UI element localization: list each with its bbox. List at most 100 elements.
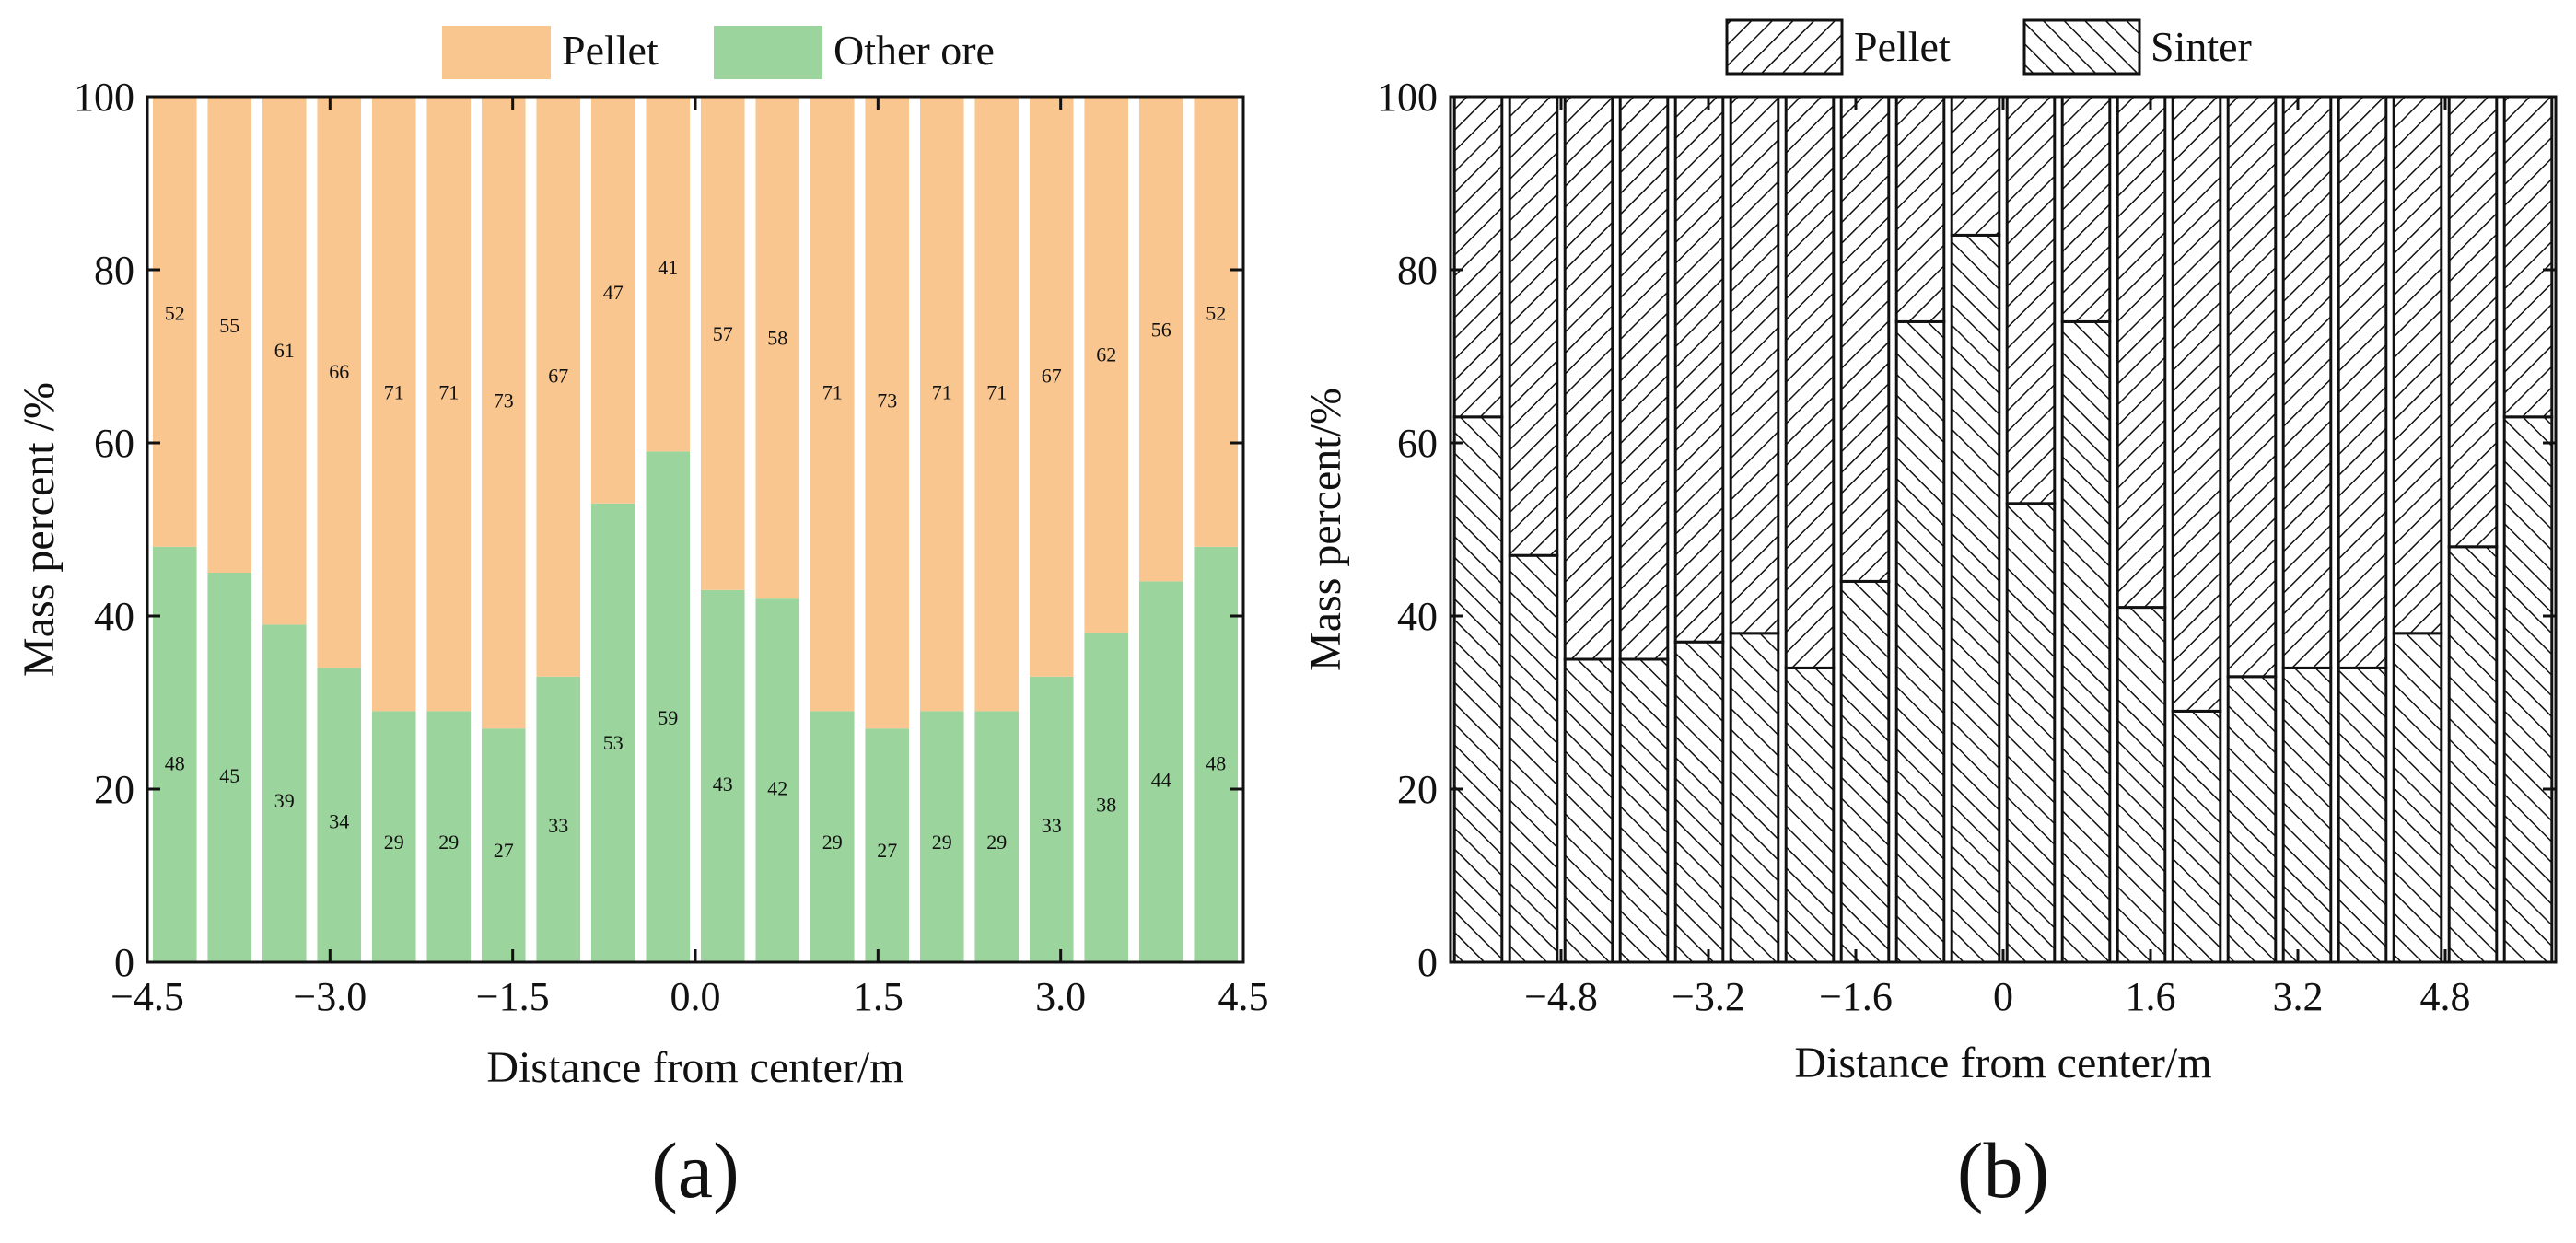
- a-bar-pellet-9: [646, 97, 691, 452]
- b-bar-sinter-4: [1673, 640, 1725, 964]
- a-data-label-other-ore-9: 59: [658, 706, 678, 729]
- a-bar-other-ore-12: [810, 711, 855, 962]
- a-data-label-other-ore-16: 33: [1042, 814, 1062, 837]
- a-data-label-pellet-19: 52: [1206, 302, 1226, 325]
- legend-a-swatch-other-ore: [714, 26, 822, 79]
- a-data-label-pellet-2: 61: [274, 339, 295, 362]
- b-bar-pellet-9: [1950, 95, 2001, 237]
- chart-b-x-axis: −4.8 −3.2 −1.6 0 1.6 3.2 4.8: [1524, 97, 2471, 1019]
- a-bar-pellet-14: [919, 97, 964, 712]
- b-bar-sinter-0: [1452, 415, 1504, 964]
- a-bar-other-ore-7: [536, 676, 581, 962]
- a-bar-other-ore-2: [262, 624, 307, 962]
- a-data-label-pellet-10: 57: [713, 322, 733, 345]
- a-data-label-pellet-13: 73: [877, 389, 897, 412]
- b-bar-pellet-1: [1508, 95, 1559, 557]
- b-bar-sinter-18: [2447, 545, 2499, 964]
- b-x-tick-label: 0: [1993, 974, 2013, 1019]
- b-x-tick-label: −3.2: [1672, 974, 1745, 1019]
- b-bar-sinter-15: [2281, 666, 2333, 964]
- b-bar-sinter-9: [1950, 233, 2001, 964]
- chart-a-y-axis: 0 20 40 60 80 100: [74, 75, 1243, 985]
- b-x-tick-label: −1.6: [1819, 974, 1893, 1019]
- chart-a-x-axis-title: Distance from center/m: [486, 1043, 903, 1092]
- a-bar-pellet-15: [974, 97, 1020, 712]
- b-bar-pellet-7: [1839, 95, 1891, 583]
- a-data-label-other-ore-17: 38: [1096, 794, 1116, 817]
- a-data-label-pellet-16: 67: [1042, 364, 1062, 387]
- a-data-label-pellet-3: 66: [329, 360, 349, 383]
- a-data-label-pellet-17: 62: [1096, 343, 1116, 366]
- b-bar-pellet-12: [2116, 95, 2167, 610]
- legend-b-swatch-sinter: [2022, 18, 2141, 76]
- chart-a-plot-frame: [146, 95, 1245, 964]
- a-data-label-pellet-9: 41: [658, 256, 678, 279]
- a-bar-pellet-12: [810, 97, 855, 712]
- b-y-tick-label: 60: [1397, 421, 1438, 466]
- a-y-tick-label: 20: [94, 767, 134, 812]
- a-data-label-other-ore-18: 44: [1151, 768, 1171, 791]
- a-bar-other-ore-16: [1029, 676, 1074, 962]
- chart-b-panel-label: (b): [1957, 1126, 2049, 1214]
- b-bar-sinter-16: [2337, 666, 2388, 964]
- b-x-tick-label: 1.6: [2126, 974, 2176, 1019]
- a-bar-other-ore-17: [1084, 633, 1129, 962]
- a-data-label-pellet-1: 55: [219, 314, 239, 337]
- b-y-tick-label: 80: [1397, 248, 1438, 293]
- a-data-label-other-ore-14: 29: [932, 831, 952, 854]
- chart-a-x-axis: −4.5 −3.0 −1.5 0.0 1.5 3.0 4.5: [111, 97, 1269, 1019]
- a-y-tick-label: 0: [114, 940, 134, 985]
- a-data-label-other-ore-10: 43: [713, 773, 733, 796]
- b-bar-sinter-12: [2116, 606, 2167, 964]
- b-bar-pellet-0: [1452, 95, 1504, 419]
- a-data-label-pellet-15: 71: [986, 380, 1007, 403]
- b-y-tick-label: 100: [1377, 75, 1438, 120]
- a-bar-pellet-16: [1029, 97, 1074, 677]
- a-bar-pellet-0: [152, 97, 197, 547]
- a-bar-pellet-7: [536, 97, 581, 677]
- b-bar-pellet-5: [1729, 95, 1780, 635]
- a-data-label-other-ore-1: 45: [219, 764, 239, 787]
- chart-b-y-axis-title: Mass percent/%: [1301, 388, 1350, 671]
- a-data-label-pellet-11: 58: [767, 327, 787, 350]
- a-data-label-pellet-6: 73: [494, 389, 514, 412]
- a-data-label-other-ore-0: 48: [165, 751, 185, 774]
- chart-b-bars: [1452, 95, 2554, 964]
- a-bar-other-ore-11: [755, 598, 800, 962]
- a-x-tick-label: 4.5: [1218, 974, 1269, 1019]
- chart-a: 48 52 45 55 39 61 34 66 29 71 29 71 27 73 33 67 53 47 59 41…: [15, 26, 1269, 1214]
- a-data-label-other-ore-2: 39: [274, 789, 295, 812]
- b-bar-pellet-15: [2281, 95, 2333, 669]
- a-x-tick-label: −3.0: [293, 974, 367, 1019]
- b-bar-sinter-3: [1618, 657, 1670, 964]
- a-data-label-pellet-14: 71: [932, 380, 952, 403]
- a-bar-pellet-17: [1084, 97, 1129, 633]
- a-bar-pellet-11: [755, 97, 800, 599]
- b-bar-pellet-8: [1894, 95, 1946, 323]
- a-bar-pellet-8: [590, 97, 635, 504]
- a-data-label-other-ore-15: 29: [986, 831, 1007, 854]
- a-data-label-pellet-0: 52: [165, 302, 185, 325]
- legend-b-label-sinter: Sinter: [2151, 23, 2252, 70]
- a-bar-other-ore-3: [317, 668, 362, 962]
- a-bar-other-ore-14: [919, 711, 964, 962]
- b-bar-sinter-11: [2060, 319, 2112, 964]
- b-bar-sinter-7: [1839, 579, 1891, 964]
- a-data-label-other-ore-12: 29: [822, 831, 843, 854]
- b-bar-pellet-11: [2060, 95, 2112, 323]
- b-bar-sinter-14: [2226, 675, 2278, 964]
- a-x-tick-label: 1.5: [853, 974, 903, 1019]
- b-bar-sinter-1: [1508, 553, 1559, 964]
- a-bar-other-ore-15: [974, 711, 1020, 962]
- b-bar-pellet-14: [2226, 95, 2278, 679]
- chart-a-legend: Pellet Other ore: [442, 26, 995, 79]
- a-bar-other-ore-1: [207, 573, 252, 962]
- a-x-tick-label: 0.0: [670, 974, 721, 1019]
- b-bar-pellet-17: [2392, 95, 2443, 635]
- a-x-tick-label: −1.5: [476, 974, 550, 1019]
- b-y-tick-label: 0: [1417, 940, 1438, 985]
- a-bar-pellet-2: [262, 97, 307, 625]
- legend-a-label-other-ore: Other ore: [833, 27, 995, 74]
- b-bar-pellet-6: [1784, 95, 1836, 669]
- a-data-label-other-ore-8: 53: [603, 731, 624, 754]
